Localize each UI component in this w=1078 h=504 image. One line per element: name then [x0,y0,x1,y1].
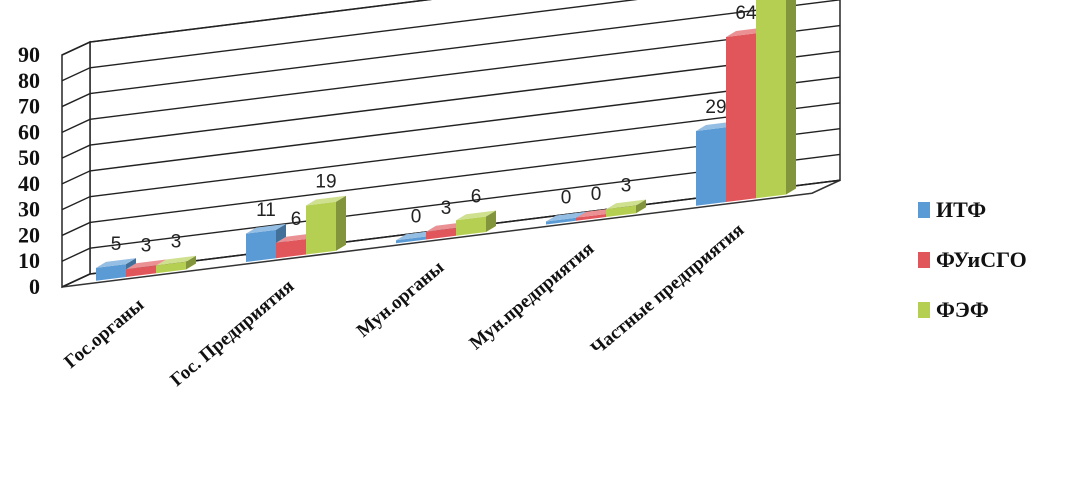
bar-front [456,216,486,236]
data-label: 3 [141,235,152,256]
data-label: 0 [561,188,572,209]
data-label: 6 [291,209,302,230]
bar-top [246,223,286,234]
data-label: 3 [621,175,632,196]
legend-label: ФУиСГО [936,247,1027,272]
data-label: 11 [256,200,276,221]
bar-front [276,239,306,259]
bar-front [756,0,786,199]
bar-top [546,211,586,222]
data-label: 19 [315,172,336,193]
gridline [61,153,841,262]
data-label: 6 [471,186,482,207]
y-tick-label: 20 [18,222,40,247]
legend-label: ИТФ [936,197,986,222]
bar-front [246,229,276,262]
category-label: Частные предприятия [587,219,748,359]
y-tick-label: 30 [18,197,40,222]
y-tick-label: 0 [29,274,40,299]
y-tick-label: 10 [18,248,40,273]
y-tick-label: 60 [18,119,40,144]
bar-front [696,127,726,206]
bar-front [126,265,156,277]
y-tick-label: 40 [18,171,40,196]
bar-top [126,259,166,270]
category-label: Гос.органы [60,294,148,373]
legend: ИТФ ФУиСГО ФЭФ [918,197,1027,322]
gridline [61,0,432,56]
legend-swatch [918,202,930,218]
bar-front [576,214,606,221]
data-label: 0 [591,184,602,205]
bar-side [786,0,796,195]
bar [756,0,796,199]
bar-top [306,195,346,206]
data-label: 3 [171,232,182,253]
data-label: 64 [735,3,757,24]
bar-front [396,236,426,244]
gridline [61,24,841,133]
gridline [61,0,841,108]
bar-top [456,210,496,221]
bar-front [726,33,756,203]
data-label: 29 [705,97,726,118]
legend-label: ФЭФ [936,297,989,322]
bar-front [96,264,126,281]
bar-front [606,205,636,217]
bar-side [636,199,646,214]
y-tick-label: 50 [18,145,40,170]
gridline [61,50,841,159]
bar [156,255,196,274]
category-label: Мун.предприятия [466,238,599,354]
y-tick-label: 80 [18,68,40,93]
bar-top [96,258,136,268]
gridline [61,0,638,82]
data-label: 3 [441,198,452,219]
bar-front [546,217,576,225]
category-label: Мун.органы [353,257,448,342]
gridline [61,127,841,237]
gridlines [61,0,841,288]
bars [96,0,796,281]
bar-side [336,195,346,251]
bar-front [426,228,456,240]
bar [456,210,496,236]
bar-top [156,255,196,266]
category-label: Гос. Предприятия [167,276,299,391]
gridline [61,76,841,185]
data-label: 0 [411,206,422,227]
y-tick-label: 70 [18,94,40,119]
legend-swatch [918,302,930,318]
y-tick-label: 90 [18,42,40,67]
bar-front [306,201,336,255]
data-labels: 53311619036003296488 [111,3,757,256]
legend-swatch [918,252,930,268]
gridline [61,102,841,211]
bar-top [606,199,646,210]
bar-side [186,255,196,270]
bar [306,195,346,255]
bar-side [486,210,496,232]
bar-front [156,261,186,274]
bar [606,199,646,217]
data-label: 5 [111,234,122,255]
